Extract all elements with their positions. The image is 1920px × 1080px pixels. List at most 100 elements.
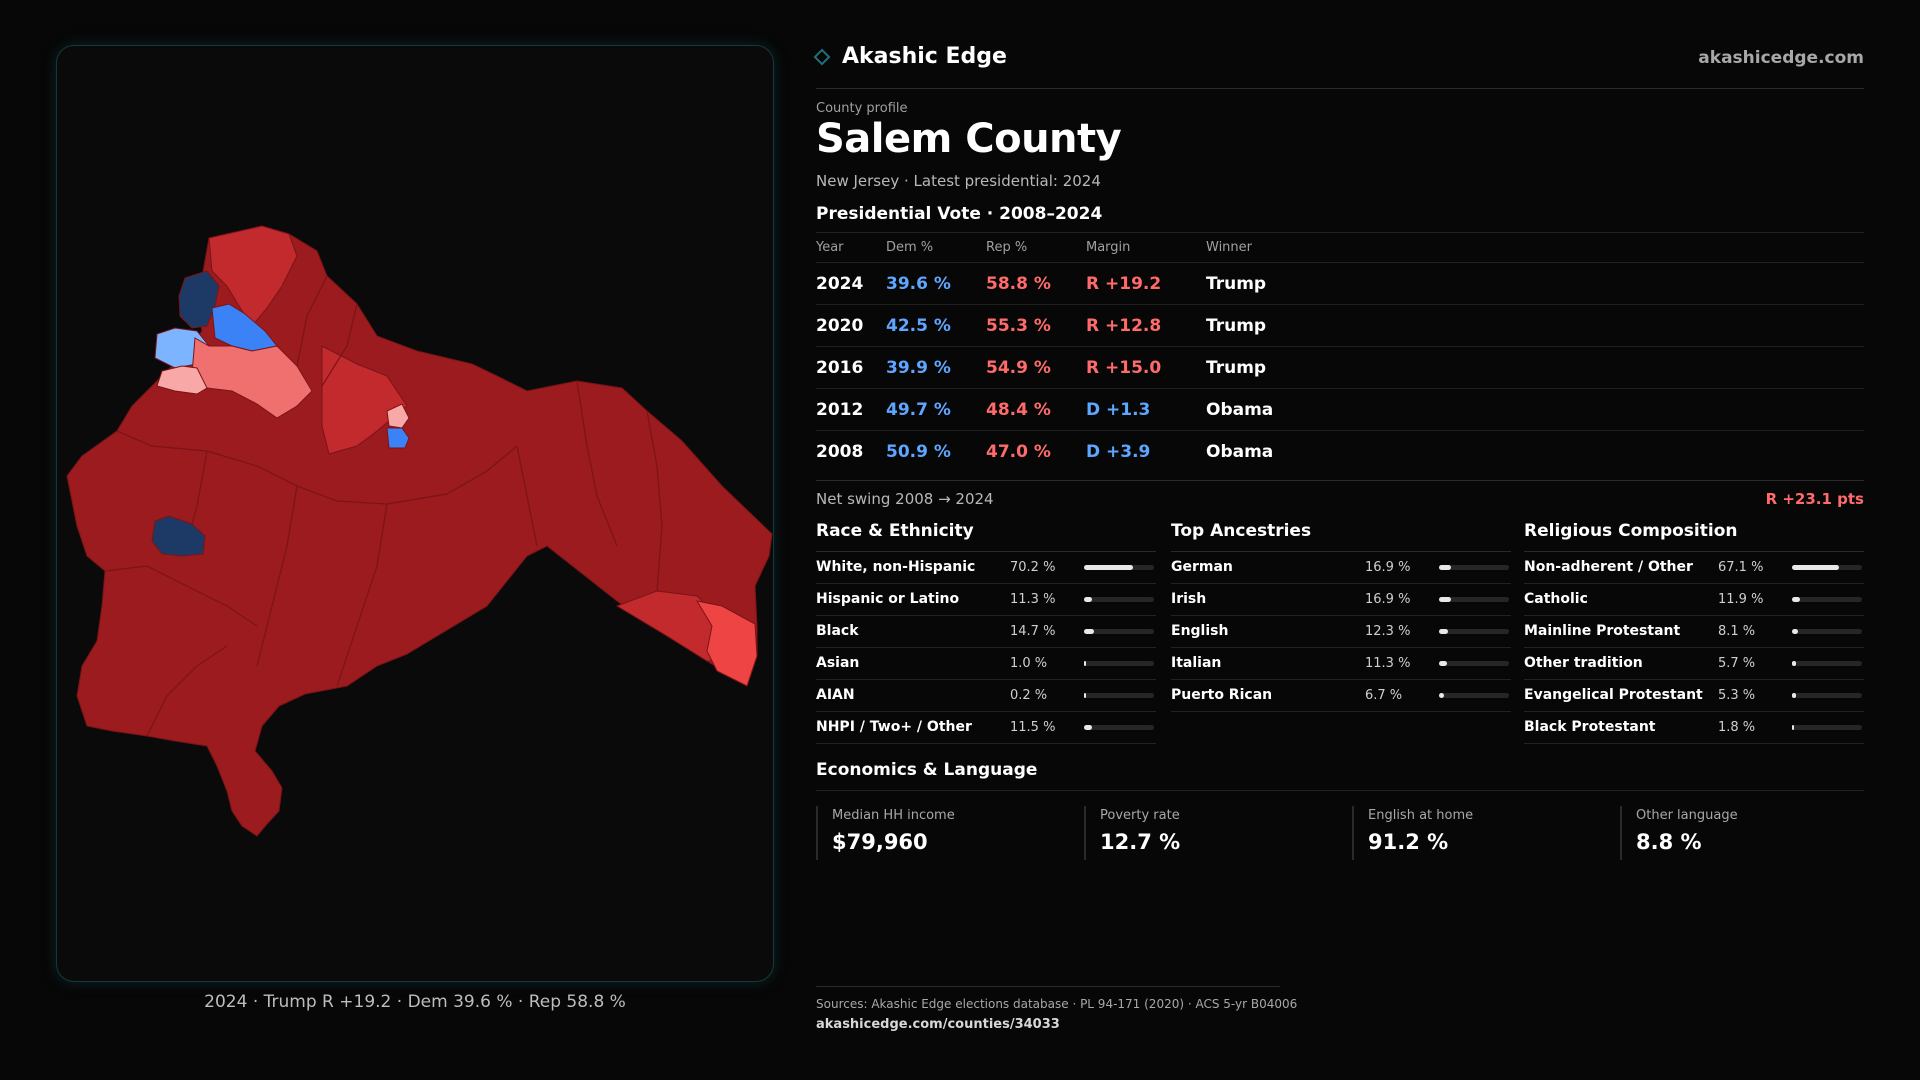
votes-divider bbox=[816, 232, 1864, 233]
cell-margin: D +1.3 bbox=[1086, 400, 1151, 420]
religion-bar-fill bbox=[1792, 725, 1794, 730]
religion-label: Evangelical Protestant bbox=[1524, 687, 1703, 703]
religion-bar-track bbox=[1792, 725, 1862, 730]
race-ethnicity-list: White, non-Hispanic 70.2 % Hispanic or Lat… bbox=[816, 551, 1156, 744]
race-row: White, non-Hispanic 70.2 % bbox=[816, 552, 1156, 584]
ancestry-label: Irish bbox=[1171, 591, 1207, 607]
race-bar-fill bbox=[1084, 629, 1095, 634]
cell-winner: Trump bbox=[1206, 316, 1267, 336]
religion-label: Catholic bbox=[1524, 591, 1588, 607]
race-ethnicity-section: Race & Ethnicity White, non-Hispanic 70.2… bbox=[816, 521, 1156, 744]
map-region-woodstown-pale[interactable] bbox=[386, 403, 410, 429]
economics-section-title: Economics & Language bbox=[816, 760, 1038, 780]
race-label: White, non-Hispanic bbox=[816, 559, 976, 575]
row-divider bbox=[816, 388, 1864, 389]
cell-rep-pct: 47.0 % bbox=[986, 442, 1051, 462]
stat-poverty-rate: Poverty rate 12.7 % bbox=[1084, 806, 1346, 860]
table-row: 2024 39.6 % 58.8 % R +19.2 Trump bbox=[816, 262, 1864, 304]
religion-bar-track bbox=[1792, 693, 1862, 698]
table-row: 2016 39.9 % 54.9 % R +15.0 Trump bbox=[816, 346, 1864, 388]
religion-list: Non-adherent / Other 67.1 % Catholic 11.9 %… bbox=[1524, 551, 1864, 744]
race-bar-fill bbox=[1084, 693, 1086, 698]
ancestry-row: English 12.3 % bbox=[1171, 616, 1511, 648]
map-region-northeast[interactable] bbox=[321, 345, 408, 455]
ancestry-bar-track bbox=[1439, 565, 1509, 570]
race-value: 0.2 % bbox=[1010, 688, 1048, 703]
race-value: 70.2 % bbox=[1010, 560, 1056, 575]
ancestry-row: Puerto Rican 6.7 % bbox=[1171, 680, 1511, 712]
religion-section: Religious Composition Non-adherent / Oth… bbox=[1524, 521, 1864, 744]
religion-row: Catholic 11.9 % bbox=[1524, 584, 1864, 616]
stat-median-income: Median HH income $79,960 bbox=[816, 806, 1078, 860]
religion-bar-fill bbox=[1792, 597, 1801, 602]
stat-label: Other language bbox=[1636, 808, 1738, 823]
religion-title: Religious Composition bbox=[1524, 521, 1738, 541]
religion-label: Mainline Protestant bbox=[1524, 623, 1681, 639]
race-value: 14.7 % bbox=[1010, 624, 1056, 639]
ancestry-section: Top Ancestries German 16.9 % Irish 16.9 % En… bbox=[1171, 521, 1511, 712]
religion-label: Non-adherent / Other bbox=[1524, 559, 1693, 575]
race-ethnicity-title: Race & Ethnicity bbox=[816, 521, 974, 541]
race-bar-fill bbox=[1084, 725, 1093, 730]
votes-header-divider bbox=[816, 262, 1864, 263]
map-region-woodstown-dem[interactable] bbox=[386, 427, 410, 449]
race-bar-track bbox=[1084, 565, 1154, 570]
religion-row: Evangelical Protestant 5.3 % bbox=[1524, 680, 1864, 712]
map-region-elmer-lean[interactable] bbox=[695, 600, 758, 687]
county-page-link[interactable]: akashicedge.com/counties/34033 bbox=[816, 1017, 1060, 1032]
sources-divider bbox=[816, 986, 1280, 987]
cell-dem-pct: 49.7 % bbox=[886, 400, 951, 420]
ancestry-label: German bbox=[1171, 559, 1233, 575]
page-title: Salem County bbox=[816, 116, 1122, 162]
ancestry-value: 6.7 % bbox=[1365, 688, 1403, 703]
stat-label: Median HH income bbox=[832, 808, 955, 823]
ancestry-label: English bbox=[1171, 623, 1229, 639]
ancestry-bar-track bbox=[1439, 597, 1509, 602]
map-region-light-red-a[interactable] bbox=[191, 337, 313, 419]
brand-name: Akashic Edge bbox=[842, 44, 1007, 69]
swing-divider bbox=[816, 480, 1864, 481]
religion-label: Other tradition bbox=[1524, 655, 1643, 671]
stat-english-at-home: English at home 91.2 % bbox=[1352, 806, 1614, 860]
religion-label: Black Protestant bbox=[1524, 719, 1656, 735]
ancestry-bar-track bbox=[1439, 693, 1509, 698]
ancestry-bar-track bbox=[1439, 629, 1509, 634]
row-divider bbox=[816, 430, 1864, 431]
brand-url-link[interactable]: akashicedge.com bbox=[1698, 48, 1864, 68]
map-region-north[interactable] bbox=[208, 225, 298, 327]
map-municipal-boundaries bbox=[104, 275, 663, 737]
map-region-salem-city-dem[interactable] bbox=[151, 515, 206, 557]
cell-rep-pct: 58.8 % bbox=[986, 274, 1051, 294]
ancestry-row: German 16.9 % bbox=[1171, 552, 1511, 584]
religion-value: 1.8 % bbox=[1718, 720, 1756, 735]
cell-winner: Trump bbox=[1206, 358, 1267, 378]
religion-bar-track bbox=[1792, 629, 1862, 634]
religion-row: Other tradition 5.7 % bbox=[1524, 648, 1864, 680]
col-header-rep: Rep % bbox=[986, 240, 1028, 255]
map-region-pennsville-dem[interactable] bbox=[178, 270, 220, 329]
profile-eyebrow: County profile bbox=[816, 101, 908, 116]
ancestry-list: German 16.9 % Irish 16.9 % English 12.3 % Ital… bbox=[1171, 551, 1511, 712]
cell-margin: R +15.0 bbox=[1086, 358, 1162, 378]
religion-bar-track bbox=[1792, 565, 1862, 570]
religion-value: 5.7 % bbox=[1718, 656, 1756, 671]
race-label: Asian bbox=[816, 655, 860, 671]
race-label: AIAN bbox=[816, 687, 855, 703]
cell-year: 2020 bbox=[816, 316, 864, 336]
cell-year: 2016 bbox=[816, 358, 864, 378]
cell-rep-pct: 54.9 % bbox=[986, 358, 1051, 378]
race-label: NHPI / Two+ / Other bbox=[816, 719, 972, 735]
religion-bar-track bbox=[1792, 597, 1862, 602]
race-value: 11.3 % bbox=[1010, 592, 1056, 607]
religion-row: Black Protestant 1.8 % bbox=[1524, 712, 1864, 744]
religion-value: 67.1 % bbox=[1718, 560, 1764, 575]
votes-section-title: Presidential Vote · 2008–2024 bbox=[816, 204, 1103, 224]
stat-other-language: Other language 8.8 % bbox=[1620, 806, 1866, 860]
stat-label: Poverty rate bbox=[1100, 808, 1180, 823]
cell-margin: R +12.8 bbox=[1086, 316, 1162, 336]
religion-bar-fill bbox=[1792, 661, 1796, 666]
map-region-light-red-b[interactable] bbox=[156, 365, 208, 395]
table-row: 2012 49.7 % 48.4 % D +1.3 Obama bbox=[816, 388, 1864, 430]
cell-dem-pct: 39.9 % bbox=[886, 358, 951, 378]
race-label: Hispanic or Latino bbox=[816, 591, 960, 607]
